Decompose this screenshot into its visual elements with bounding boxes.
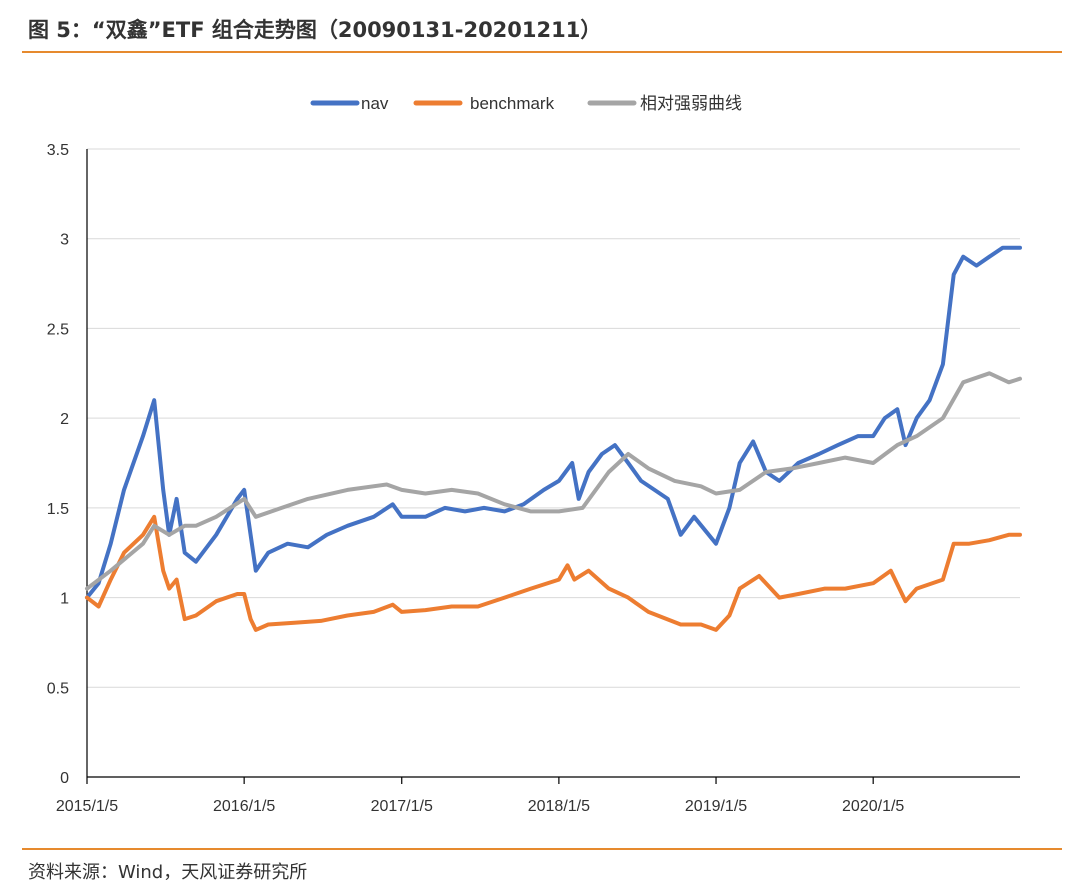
legend-label-1: benchmark [470,94,555,113]
source-note: 资料来源：Wind，天风证券研究所 [28,862,308,883]
y-tick-label: 0.5 [47,680,69,697]
x-tick-label: 2017/1/5 [371,798,433,815]
y-tick-label: 3 [60,232,69,249]
y-tick-label: 2.5 [47,321,69,338]
x-tick-label: 2016/1/5 [213,798,275,815]
series-lines [85,245,1022,632]
page-title: 图 5：“双鑫”ETF 组合走势图（20090131-20201211） [28,18,602,42]
x-tick-label: 2019/1/5 [685,798,747,815]
x-tick-label: 2018/1/5 [528,798,590,815]
series-line-0 [85,245,1022,600]
legend-label-0: nav [361,94,389,113]
series-line-1 [85,514,1022,632]
y-tick-label: 1.5 [47,501,69,518]
y-tick-label: 1 [60,591,69,608]
y-tick-labels: 0 0.5 1 1.5 2 2.5 3 3.5 [47,142,69,787]
y-tick-label: 2 [60,411,69,428]
x-tick-label: 2020/1/5 [842,798,904,815]
y-tick-label: 0 [60,770,69,787]
axes [86,149,1020,784]
title-rule [22,51,1062,53]
y-tick-label: 3.5 [47,142,69,159]
x-tick-label: 2015/1/5 [56,798,118,815]
grid-lines [87,148,1020,688]
series-line-2 [85,371,1022,591]
x-tick-labels: 2015/1/5 2016/1/5 2017/1/5 2018/1/5 2019/1/5… [56,798,905,815]
legend: nav benchmark 相对强弱曲线 [310,94,742,113]
legend-label-2: 相对强弱曲线 [640,94,742,113]
footer-rule [22,848,1062,850]
